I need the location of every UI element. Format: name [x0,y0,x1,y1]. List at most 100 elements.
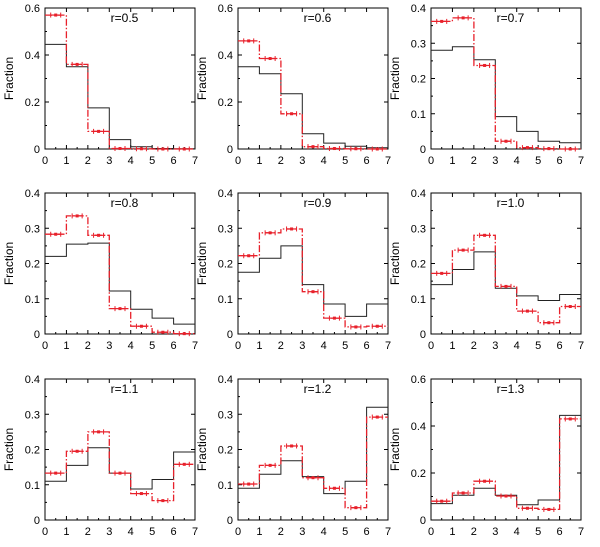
red-error-marker [243,253,255,259]
x-tick-label: 4 [514,155,520,167]
x-tick-label: 7 [578,340,584,352]
y-tick-label: 0.6 [218,3,233,15]
y-tick-label: 0.4 [218,50,233,62]
x-tick-label: 2 [278,155,284,167]
x-tick-label: 2 [278,340,284,352]
panel-r-0-7: 0 1 2 3 4 5 6 7 0 0.1 0.2 0.3 0.4 Fraction r=0.7 [388,3,584,167]
red-error-marker [521,145,533,151]
plot-frame [44,378,196,521]
y-tick-label: 0.1 [218,294,233,306]
red-error-marker [521,308,533,314]
red-error-marker [178,461,190,467]
panel-title: r=1.0 [497,196,525,210]
y-tick-label: 0.2 [218,445,233,457]
red-error-marker [457,15,469,21]
x-tick-label: 5 [342,155,348,167]
y-tick-label: 0.3 [411,223,426,235]
panel-title: r=0.5 [111,11,139,25]
y-tick-label: 0.4 [25,188,40,200]
panel-title: r=0.8 [111,196,139,210]
x-tick-label: 0 [235,526,241,538]
y-tick-label: 0 [34,515,40,527]
red-error-marker [371,146,383,152]
red-error-marker [564,146,576,152]
y-axis-label: Fraction [388,242,402,285]
y-axis-label: Fraction [2,428,16,471]
y-tick-label: 0.2 [411,259,426,271]
x-tick-label: 4 [321,155,327,167]
x-tick-label: 1 [449,155,455,167]
y-tick-label: 0.1 [411,294,426,306]
panel-r-0-6: 0 1 2 3 4 5 6 7 0 0.2 0.4 0.6 Fraction r=0.6 [195,3,391,167]
red-error-marker [50,12,62,18]
y-tick-label: 0 [227,515,233,527]
red-error-marker [543,146,555,152]
x-tick-label: 3 [106,526,112,538]
x-tick-label: 1 [256,340,262,352]
y-tick-label: 0.2 [411,74,426,86]
red-dashed-step-series [45,14,195,150]
red-error-marker [286,443,298,449]
x-tick-label: 1 [449,526,455,538]
x-tick-label: 6 [364,526,370,538]
red-error-marker [307,289,319,295]
plot-frame [237,7,389,150]
x-tick-label: 3 [492,155,498,167]
red-error-marker [307,144,319,150]
black-step-series [238,406,388,495]
y-tick-label: 0.2 [25,259,40,271]
red-error-marker [350,505,362,511]
black-step-series [238,245,388,317]
y-axis-label: Fraction [2,242,16,285]
x-tick-label: 5 [149,155,155,167]
red-error-marker [243,38,255,44]
red-error-marker [93,232,105,238]
red-error-marker [328,315,340,321]
y-tick-label: 0.4 [411,421,426,433]
y-tick-label: 0.4 [218,188,233,200]
x-tick-label: 3 [106,155,112,167]
y-tick-label: 0 [420,144,426,156]
red-error-marker [543,506,555,512]
x-tick-label: 0 [42,526,48,538]
y-axis-label: Fraction [195,428,209,471]
red-error-marker [264,462,276,468]
panel-r-1-0: 0 1 2 3 4 5 6 7 0 0.1 0.2 0.3 0.4 Fraction r=1.0 [388,188,584,352]
red-error-marker [521,505,533,511]
red-error-marker [50,470,62,476]
x-tick-label: 7 [385,340,391,352]
red-error-marker [93,429,105,435]
x-tick-label: 1 [256,526,262,538]
red-error-marker [114,146,126,152]
red-error-marker [543,320,555,326]
panel-title: r=1.1 [111,382,139,396]
y-tick-label: 0.3 [411,38,426,50]
red-error-marker [243,481,255,487]
x-tick-label: 3 [299,526,305,538]
x-tick-label: 2 [471,155,477,167]
plot-frame [430,378,582,521]
plot-frame [44,192,196,335]
plot-frame [237,192,389,335]
panel-r-1-2: 0 1 2 3 4 5 6 7 0 0.1 0.2 0.3 0.4 Fraction r=1.2 [195,374,391,538]
red-error-marker [135,323,147,329]
red-error-marker [371,323,383,329]
red-error-marker [135,491,147,497]
x-tick-label: 7 [192,526,198,538]
x-tick-label: 3 [299,340,305,352]
red-dashed-step-series [431,17,581,150]
y-tick-label: 0 [420,329,426,341]
x-tick-label: 5 [535,526,541,538]
red-error-marker [350,146,362,152]
y-tick-label: 0.4 [411,188,426,200]
red-error-marker [114,306,126,312]
red-dashed-step-series [238,416,388,509]
red-error-marker [93,128,105,134]
black-step-series [45,447,195,490]
x-tick-label: 4 [128,340,134,352]
x-tick-label: 6 [171,526,177,538]
y-tick-label: 0.2 [25,445,40,457]
red-dashed-step-series [431,234,581,324]
x-tick-label: 7 [578,526,584,538]
x-tick-label: 5 [149,340,155,352]
